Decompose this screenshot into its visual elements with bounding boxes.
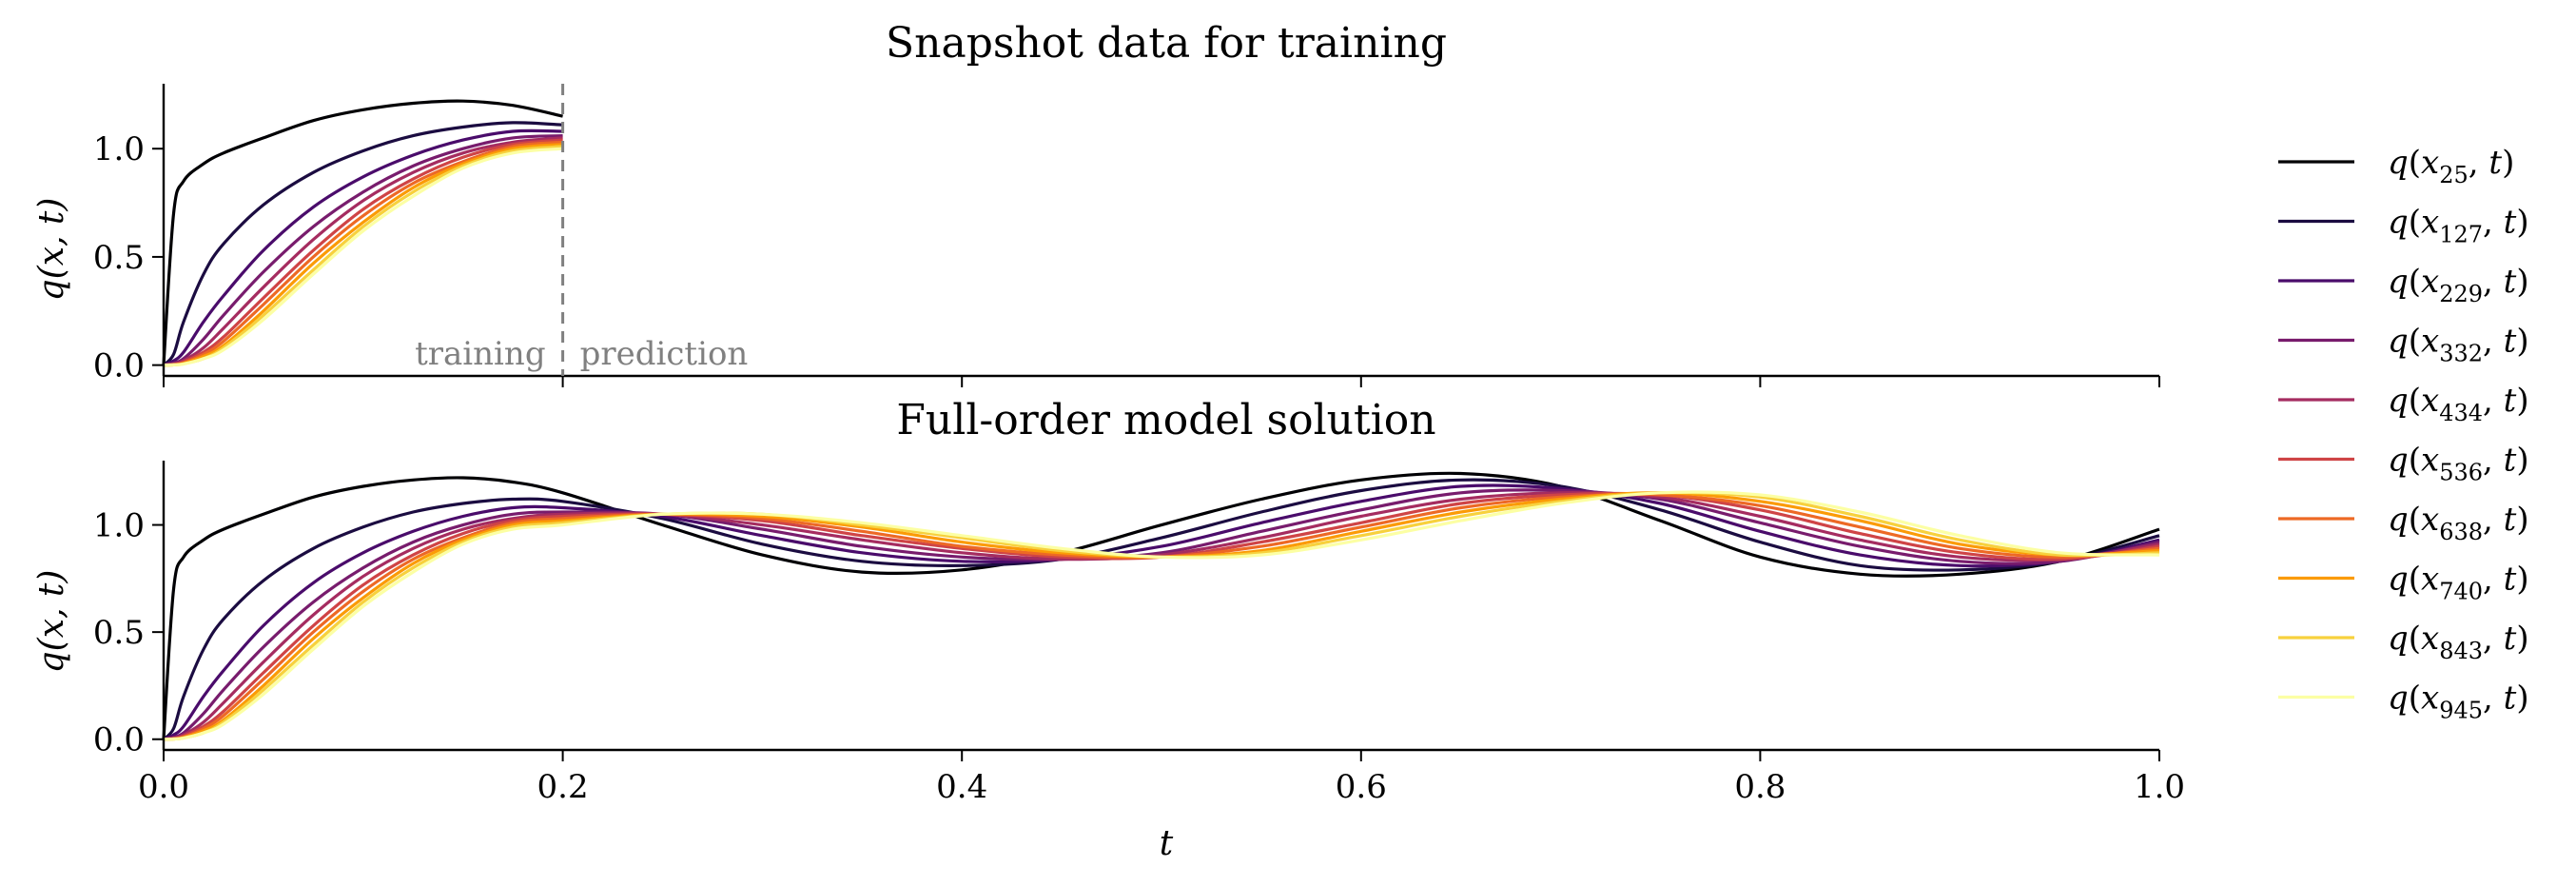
full-order-panel-series-1-line [162, 478, 2160, 740]
training-panel-ylabel: q(x, t) [32, 198, 71, 302]
x-axis-label: t [1160, 824, 1174, 863]
full-order-panel-x-tick-label: 0.8 [1734, 768, 1786, 806]
training-panel-y-tick-label: 0.0 [93, 347, 145, 385]
full-order-panel-series-group [162, 471, 2160, 741]
legend-label-5: q(x536, t) [2388, 442, 2529, 486]
training-panel-series-group [162, 99, 563, 367]
full-order-panel-y-tick-label: 0.0 [93, 721, 145, 759]
training-panel-y-tick-label: 0.5 [93, 239, 145, 277]
training-panel-series-3-line [163, 134, 563, 367]
full-order-panel-x-tick-label: 1.0 [2134, 768, 2185, 806]
training-panel-y-tick-label: 1.0 [93, 130, 145, 168]
full-order-panel-series-6-line [163, 492, 2160, 741]
full-order-panel-title: Full-order model solution [896, 396, 1435, 444]
training-panel-series-9-line [163, 147, 563, 367]
full-order-panel-series-9-line [163, 490, 2160, 741]
training-panel-title: Snapshot data for training [886, 19, 1447, 68]
training-panel-series-8-line [163, 145, 563, 367]
legend-label-8: q(x843, t) [2388, 620, 2529, 664]
legend-label-4: q(x434, t) [2388, 382, 2529, 426]
full-order-panel-y-tick-label: 1.0 [93, 507, 145, 545]
training-panel-series-5-line [163, 138, 563, 367]
training-panel-series-2-line [163, 128, 563, 367]
legend: q(x25, t) q(x127, t) q(x229, t) q(x332, t) q… [2278, 144, 2529, 724]
training-panel-axes: 0.0 0.5 1.0 [93, 84, 2160, 387]
training-panel-series-0-line [162, 99, 563, 365]
full-order-panel-x-tick-label: 0.0 [138, 768, 189, 806]
full-order-panel-x-tick-label: 0.6 [1336, 768, 1387, 806]
full-order-panel-series-8-line [163, 490, 2160, 741]
legend-label-6: q(x638, t) [2388, 501, 2529, 545]
full-order-panel-series-3-line [163, 488, 2160, 741]
full-order-panel-y-tick-label: 0.5 [93, 614, 145, 652]
legend-label-0: q(x25, t) [2388, 144, 2514, 188]
full-order-panel-series-7-line [163, 491, 2160, 741]
training-region-label: training [415, 335, 546, 373]
training-panel-series-1-line [162, 121, 563, 366]
legend-label-2: q(x229, t) [2388, 263, 2529, 307]
prediction-region-label: prediction [580, 335, 749, 373]
full-order-panel: Full-order model solution 0.00.51.00.0 0.… [32, 396, 2185, 863]
full-order-panel-axes: 0.0 0.5 1.0 0.0 0.2 0.4 0.6 0.8 1.0 [93, 461, 2185, 806]
full-order-panel-series-4-line [163, 491, 2160, 741]
training-panel-series-4-line [163, 136, 563, 367]
training-panel: Snapshot data for training 0.0 0.5 1.0 q(x… [32, 19, 2160, 387]
full-order-panel-series-2-line [163, 483, 2160, 741]
legend-label-9: q(x945, t) [2388, 680, 2529, 724]
full-order-panel-x-tick-label: 0.4 [936, 768, 987, 806]
full-order-panel-ylabel: q(x, t) [32, 570, 71, 674]
full-order-panel-series-0-line [162, 471, 2160, 739]
full-order-panel-x-tick-label: 0.2 [537, 768, 589, 806]
legend-label-7: q(x740, t) [2388, 561, 2529, 605]
legend-label-1: q(x127, t) [2388, 204, 2529, 248]
legend-label-3: q(x332, t) [2388, 323, 2529, 367]
full-order-panel-series-5-line [163, 491, 2160, 741]
